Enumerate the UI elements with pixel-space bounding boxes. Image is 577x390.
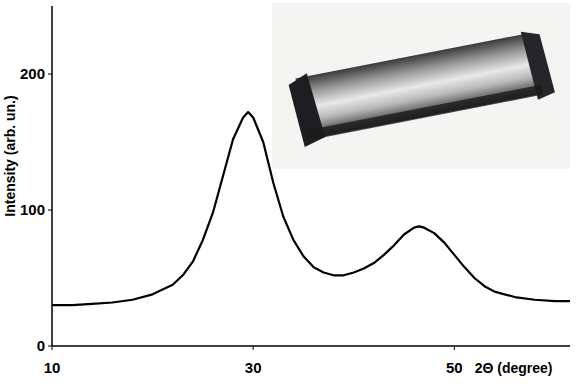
xrd-line [52,112,570,305]
y-tick-label: 200 [20,65,45,82]
x-axis-title: 2Θ (degree) [475,360,553,376]
x-tick-label: 30 [245,359,262,376]
x-tick-label: 50 [446,359,463,376]
x-tick-label: 10 [44,359,61,376]
y-axis-title: Intensity (arb. un.) [2,95,18,216]
y-tick-label: 100 [20,201,45,218]
y-axis [51,6,53,346]
x-tick [454,346,455,350]
inset-photo [272,3,570,169]
y-tick [48,74,52,75]
y-tick-label: 0 [37,337,45,354]
axes: 0 100 200 10 30 50 2Θ (degree) Intensity (arb. … [2,6,570,376]
y-tick [48,210,52,211]
chart: 0 100 200 10 30 50 2Θ (degree) Intensity (arb. … [0,0,577,390]
y-tick [48,346,52,347]
x-axis [52,345,570,347]
plot-area [52,112,570,305]
x-tick [253,346,254,350]
x-tick [52,346,53,350]
